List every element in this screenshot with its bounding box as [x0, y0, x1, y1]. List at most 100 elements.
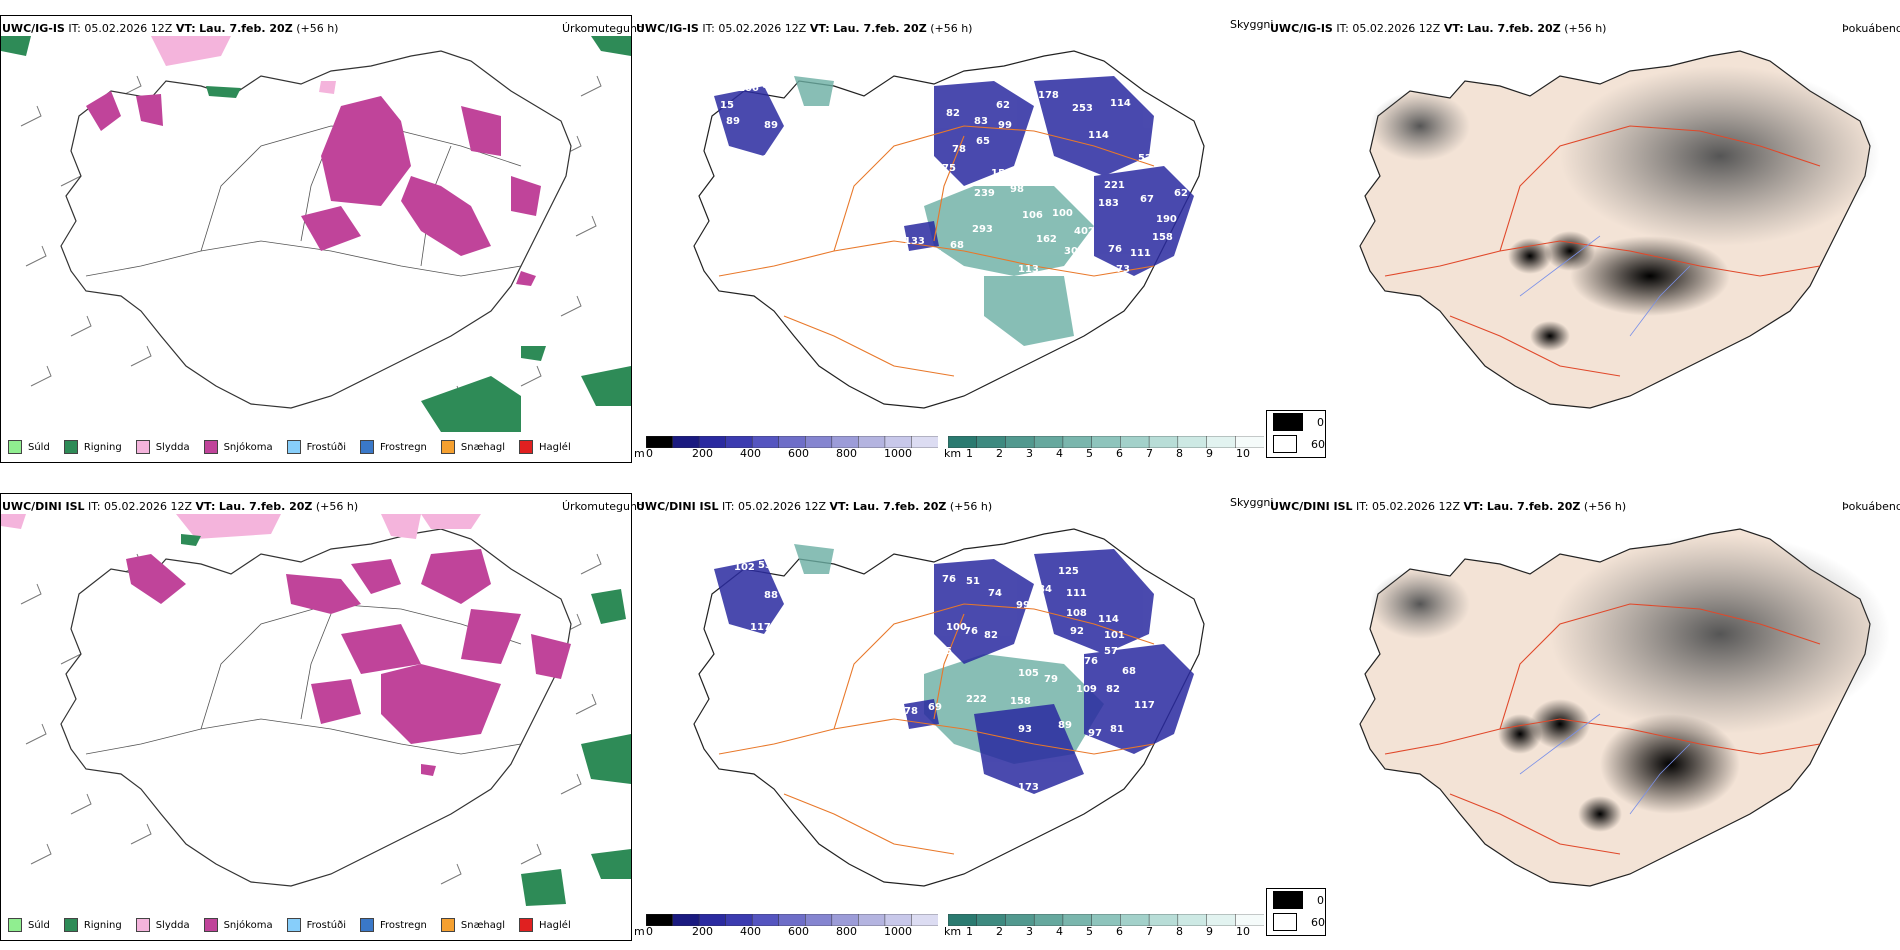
value-label: 51 — [966, 576, 980, 587]
value-label: 133 — [904, 236, 925, 247]
value-label: 158 — [1152, 232, 1173, 243]
vt-value: Lau. 7.feb. 20Z — [199, 22, 293, 35]
sleet-areas — [1, 514, 481, 539]
value-label: 68 — [950, 240, 964, 251]
value-label: 117 — [750, 622, 771, 633]
value-label: 99 — [998, 120, 1012, 131]
fog-title: Þokuábendi — [1842, 500, 1900, 513]
fog-header: UWC/DINI ISL IT: 05.02.2026 12Z VT: Lau.… — [1270, 500, 1627, 513]
legend-item-snow-pellets: Snæhagl — [440, 918, 505, 932]
value-label: 68 — [1122, 666, 1136, 677]
visibility-bins — [948, 436, 1264, 448]
legend-item-snow: Snjókoma — [203, 440, 273, 454]
cloud-base-colorbar — [646, 914, 938, 926]
value-label: 100 — [866, 702, 887, 713]
value-label: 65 — [976, 136, 990, 147]
sleet-areas — [151, 36, 336, 94]
value-label: 101 — [1104, 630, 1125, 641]
value-label: 105 — [1018, 668, 1039, 679]
fog-indicator-map — [1359, 50, 1880, 409]
value-label: 305 — [1064, 246, 1085, 257]
legend-item-freezing-drizzle: Frostúði — [286, 918, 346, 932]
visibility-ticks: km 1 2 3 4 5 6 7 8 9 10 — [944, 925, 1250, 938]
value-label: 67 — [1140, 194, 1154, 205]
value-label: 65 — [928, 249, 942, 260]
value-label: 93 — [1018, 724, 1032, 735]
value-label: 74 — [988, 588, 1002, 599]
value-label: 106 — [1022, 210, 1043, 221]
value-label: 62 — [1174, 188, 1188, 199]
legend-item-freezing-drizzle: Frostúði — [286, 440, 346, 454]
legend-item-snow-pellets: Snæhagl — [440, 440, 505, 454]
value-label: 100 — [946, 622, 967, 633]
fog-indicator-map — [1359, 528, 1890, 887]
value-label: 84 — [1038, 584, 1052, 595]
value-label: 239 — [974, 188, 995, 199]
value-label: 109 — [1076, 684, 1097, 695]
legend-item-hail: Haglél — [519, 440, 571, 454]
value-label: 78 — [952, 144, 966, 155]
value-label: 52 — [1138, 153, 1152, 164]
snow-areas — [126, 549, 571, 776]
cloud-base-labels: 241 106 85 15 89 89 107 82 62 178 253 11… — [720, 44, 1194, 295]
value-label: 82 — [984, 630, 998, 641]
visibility-bins — [948, 914, 1264, 926]
legend-item-snow: Snjókoma — [203, 918, 273, 932]
value-label: 221 — [1104, 180, 1125, 191]
cloud-title: Skyggni — [1230, 496, 1274, 509]
value-label: 111 — [1066, 588, 1087, 599]
road-network — [718, 603, 1155, 855]
cloud-base-colorbar — [646, 436, 938, 448]
value-label: 97 — [1088, 728, 1102, 739]
value-label: 55 — [938, 646, 952, 657]
value-label: 62 — [996, 100, 1010, 111]
colorbar-bin — [911, 914, 938, 926]
fog-legend: 0 60 — [1266, 888, 1326, 936]
row-2: UWC/DINI ISL IT: 05.02.2026 12Z VT: Lau.… — [0, 478, 1900, 950]
value-label: 76 — [964, 626, 978, 637]
value-label: 107 — [749, 154, 770, 165]
cloud-base-ticks: m 0 200 400 600 800 1000 — [634, 447, 912, 460]
snow-areas — [86, 91, 541, 286]
value-label: 99 — [1016, 600, 1030, 611]
value-label: 125 — [1058, 566, 1079, 577]
legend-item-rain: Rigning — [63, 440, 122, 454]
precip-map-frame — [0, 15, 632, 463]
value-label: 81 — [1110, 724, 1124, 735]
value-label: 83 — [974, 116, 988, 127]
value-label: 69 — [928, 702, 942, 713]
colorbar-bin — [1235, 914, 1264, 926]
lead-time: (+56 h) — [296, 22, 339, 35]
rivers — [1519, 713, 1691, 815]
cloud-base-ticks: m 0 200 400 600 800 1000 — [634, 925, 912, 938]
it-value: 05.02.2026 12Z — [84, 22, 173, 35]
value-label: 114 — [1110, 98, 1131, 109]
value-label: 102 — [734, 562, 755, 573]
value-label: 78 — [904, 706, 918, 717]
colorbar-bin — [911, 436, 938, 448]
value-label: 82 — [946, 108, 960, 119]
precip-legend: Súld Rigning Slydda Snjókoma Frostúði Fr… — [8, 918, 571, 932]
value-label: 402 — [1074, 226, 1095, 237]
value-label: 89 — [1058, 720, 1072, 731]
cloud-base-shading — [714, 549, 1194, 794]
value-label: 114 — [1098, 614, 1119, 625]
precip-legend: Súld Rigning Slydda Snjókoma Frostúði Fr… — [8, 440, 571, 454]
value-label: 100 — [1052, 208, 1073, 219]
cloud-base-bins — [646, 914, 938, 926]
value-label: 253 — [1072, 103, 1093, 114]
legend-item-freezing-rain: Frostregn — [360, 440, 427, 454]
legend-item-drizzle: Súld — [8, 918, 50, 932]
value-label: 121 — [1020, 172, 1041, 183]
value-label: 27 — [784, 528, 798, 539]
value-label: 79 — [1044, 674, 1058, 685]
value-label: 76 — [1084, 656, 1098, 667]
legend-item-drizzle: Súld — [8, 440, 50, 454]
cloud-title: Skyggni — [1230, 18, 1274, 31]
colorbar-bin — [1235, 436, 1264, 448]
road-network — [718, 125, 1155, 377]
value-label: 178 — [1038, 90, 1059, 101]
unit-label: m — [634, 925, 645, 938]
value-label: 162 — [1036, 234, 1057, 245]
value-label: 15 — [720, 100, 734, 111]
